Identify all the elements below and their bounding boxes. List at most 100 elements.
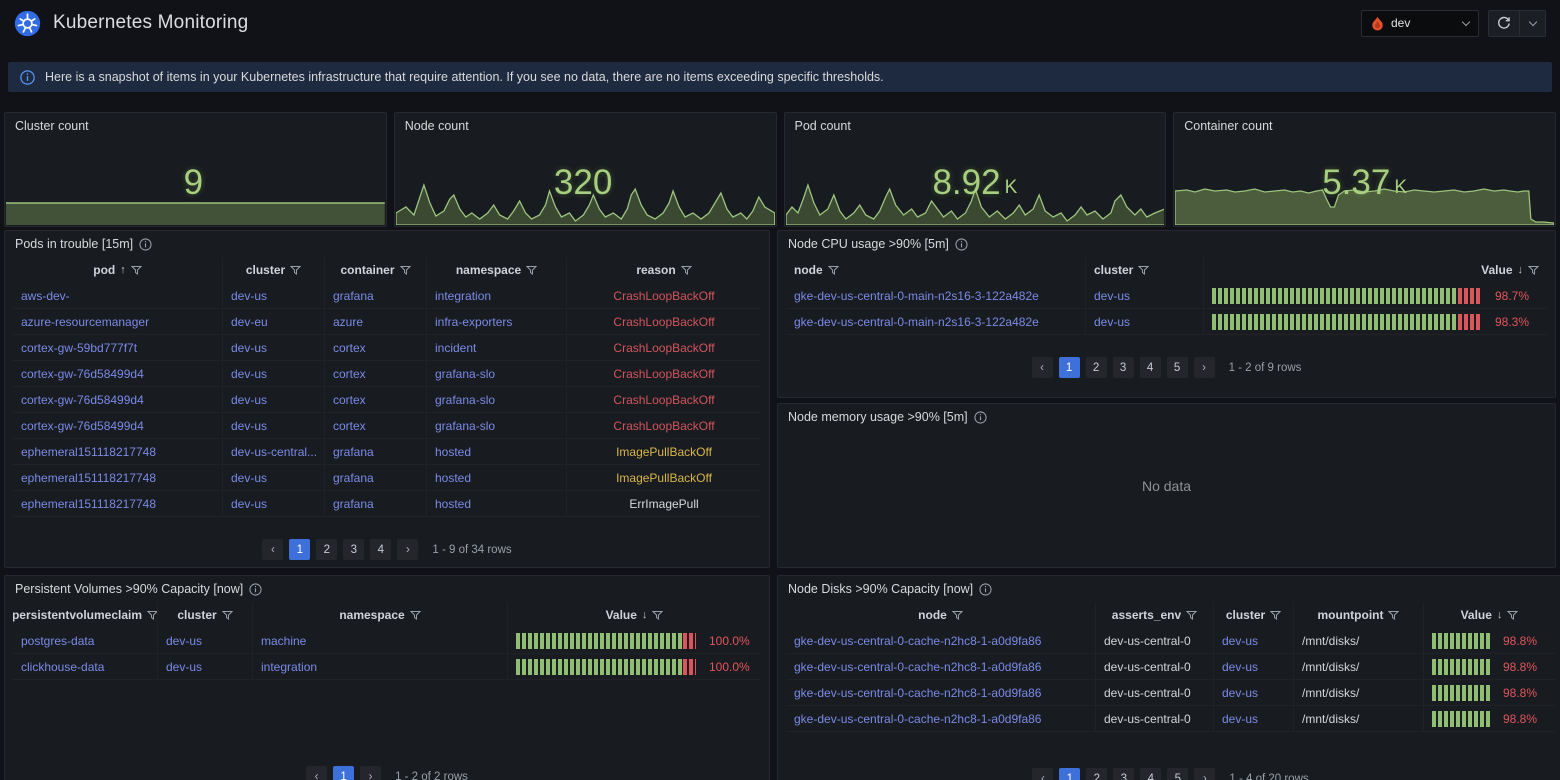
next-page-button[interactable]: ›	[1193, 357, 1215, 378]
namespace-link[interactable]: hosted	[427, 491, 567, 516]
namespace-link[interactable]: grafana-slo	[427, 387, 567, 412]
column-header-mountpoint[interactable]: mountpoint	[1294, 602, 1424, 628]
node-link[interactable]: gke-dev-us-central-0-cache-n2hc8-1-a0d9f…	[786, 654, 1096, 679]
namespace-link[interactable]: machine	[253, 628, 508, 653]
column-header-cluster[interactable]: cluster	[223, 257, 325, 283]
container-link[interactable]: grafana	[325, 439, 427, 464]
node-link[interactable]: gke-dev-us-central-0-cache-n2hc8-1-a0d9f…	[786, 680, 1096, 705]
filter-icon[interactable]	[680, 265, 692, 276]
container-link[interactable]: grafana	[325, 283, 427, 308]
container-link[interactable]: grafana	[325, 465, 427, 490]
node-link[interactable]: gke-dev-us-central-0-cache-n2hc8-1-a0d9f…	[786, 628, 1096, 653]
filter-icon[interactable]	[652, 610, 664, 621]
page-button-4[interactable]: 4	[1140, 768, 1162, 780]
filter-icon[interactable]	[1528, 265, 1539, 276]
cluster-link[interactable]: dev-us	[1214, 706, 1294, 731]
cluster-link[interactable]: dev-us	[158, 654, 253, 679]
panel-title[interactable]: Cluster count	[15, 119, 89, 133]
pod-link[interactable]: cortex-gw-76d58499d4	[13, 361, 223, 386]
column-header-namespace[interactable]: namespace	[253, 602, 508, 628]
namespace-link[interactable]: infra-exporters	[427, 309, 567, 334]
filter-icon[interactable]	[130, 265, 142, 276]
column-header-container[interactable]: container	[325, 257, 427, 283]
panel-title[interactable]: Pods in trouble [15m]	[15, 237, 134, 251]
filter-icon[interactable]	[409, 610, 421, 621]
panel-title[interactable]: Node memory usage >90% [5m]	[788, 410, 968, 424]
cluster-link[interactable]: dev-us	[223, 413, 325, 438]
page-button-2[interactable]: 2	[1085, 357, 1107, 378]
panel-title[interactable]: Container count	[1184, 119, 1273, 133]
refresh-button[interactable]	[1488, 9, 1520, 37]
filter-icon[interactable]	[1507, 610, 1519, 621]
cluster-link[interactable]: dev-us	[223, 491, 325, 516]
filter-icon[interactable]	[221, 610, 233, 621]
column-header-asserts-env[interactable]: asserts_env	[1096, 602, 1214, 628]
node-link[interactable]: gke-dev-us-central-0-main-n2s16-3-122a48…	[786, 283, 1086, 308]
cluster-link[interactable]: dev-us	[223, 283, 325, 308]
column-header-cluster[interactable]: cluster	[1214, 602, 1294, 628]
cluster-link[interactable]: dev-us	[158, 628, 253, 653]
cluster-link[interactable]: dev-us	[1214, 680, 1294, 705]
filter-icon[interactable]	[1186, 610, 1198, 621]
column-header-value[interactable]: Value ↓	[1424, 602, 1555, 628]
filter-icon[interactable]	[1138, 265, 1150, 276]
namespace-link[interactable]: integration	[427, 283, 567, 308]
prev-page-button[interactable]: ‹	[262, 539, 284, 560]
node-link[interactable]: gke-dev-us-central-0-main-n2s16-3-122a48…	[786, 309, 1086, 334]
pod-link[interactable]: cortex-gw-59bd777f7t	[13, 335, 223, 360]
pvc-link[interactable]: clickhouse-data	[13, 654, 158, 679]
cluster-link[interactable]: dev-us	[223, 387, 325, 412]
next-page-button[interactable]: ›	[360, 766, 382, 780]
page-button-1[interactable]: 1	[289, 539, 311, 560]
pod-link[interactable]: cortex-gw-76d58499d4	[13, 387, 223, 412]
filter-icon[interactable]	[1388, 610, 1400, 621]
prev-page-button[interactable]: ‹	[1031, 357, 1053, 378]
prev-page-button[interactable]: ‹	[1032, 768, 1054, 780]
page-button-1[interactable]: 1	[1058, 357, 1080, 378]
namespace-link[interactable]: grafana-slo	[427, 361, 567, 386]
page-button-3[interactable]: 3	[343, 539, 365, 560]
pod-link[interactable]: ephemeral151118217748	[13, 439, 223, 464]
panel-title[interactable]: Node count	[404, 119, 469, 133]
column-header-cluster[interactable]: cluster	[158, 602, 253, 628]
namespace-link[interactable]: integration	[253, 654, 508, 679]
panel-title[interactable]: Pod count	[794, 119, 851, 133]
filter-icon[interactable]	[147, 610, 158, 621]
prev-page-button[interactable]: ‹	[306, 766, 328, 780]
cluster-link[interactable]: dev-us	[1086, 309, 1204, 334]
page-button-4[interactable]: 4	[1139, 357, 1161, 378]
cluster-link[interactable]: dev-us	[223, 361, 325, 386]
filter-icon[interactable]	[399, 265, 411, 276]
namespace-link[interactable]: incident	[427, 335, 567, 360]
column-header-value[interactable]: Value ↓	[508, 602, 761, 628]
filter-icon[interactable]	[290, 265, 302, 276]
cluster-link[interactable]: dev-us	[223, 465, 325, 490]
node-link[interactable]: gke-dev-us-central-0-cache-n2hc8-1-a0d9f…	[786, 706, 1096, 731]
namespace-link[interactable]: hosted	[427, 439, 567, 464]
container-link[interactable]: grafana	[325, 491, 427, 516]
page-button-5[interactable]: 5	[1167, 768, 1189, 780]
refresh-interval-button[interactable]	[1520, 9, 1546, 37]
next-page-button[interactable]: ›	[1194, 768, 1216, 780]
page-button-4[interactable]: 4	[370, 539, 392, 560]
page-button-3[interactable]: 3	[1113, 768, 1135, 780]
cluster-link[interactable]: dev-us	[223, 335, 325, 360]
cluster-link[interactable]: dev-eu	[223, 309, 325, 334]
cluster-link[interactable]: dev-us	[1086, 283, 1204, 308]
page-button-1[interactable]: 1	[1059, 768, 1081, 780]
pvc-link[interactable]: postgres-data	[13, 628, 158, 653]
column-header-reason[interactable]: reason	[567, 257, 761, 283]
column-header-cluster[interactable]: cluster	[1086, 257, 1204, 283]
container-link[interactable]: azure	[325, 309, 427, 334]
column-header-value[interactable]: Value ↓	[1204, 257, 1547, 283]
cluster-link[interactable]: dev-us-central...	[223, 439, 325, 464]
filter-icon[interactable]	[1270, 610, 1282, 621]
namespace-link[interactable]: hosted	[427, 465, 567, 490]
filter-icon[interactable]	[526, 265, 538, 276]
panel-title[interactable]: Node Disks >90% Capacity [now]	[788, 582, 974, 596]
namespace-link[interactable]: grafana-slo	[427, 413, 567, 438]
filter-icon[interactable]	[827, 265, 839, 276]
column-header-node[interactable]: node	[786, 257, 1086, 283]
column-header-persistentvolumeclaim[interactable]: persistentvolumeclaim	[13, 602, 158, 628]
datasource-picker[interactable]: dev	[1361, 9, 1479, 37]
